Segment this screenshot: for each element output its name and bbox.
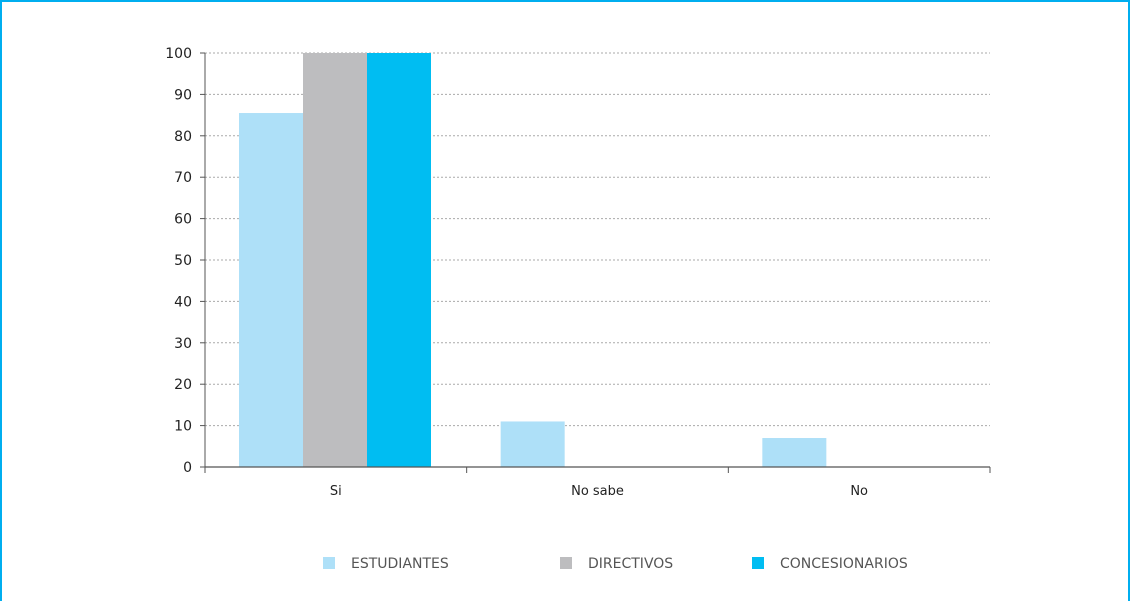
y-tick-label: 80: [174, 129, 192, 145]
x-tick-label: No sabe: [571, 484, 624, 499]
y-tick-label: 40: [174, 294, 192, 310]
bar-concesionarios-si: [367, 53, 431, 467]
bar-directivos-si: [303, 53, 367, 467]
bar-estudiantes-no-sabe: [500, 421, 565, 467]
x-tick-label: No: [850, 484, 868, 499]
bar-estudiantes-no: [762, 438, 827, 467]
legend-swatch-directivos: [560, 557, 572, 569]
bar-estudiantes-si: [239, 113, 303, 467]
y-tick-label: 60: [174, 212, 192, 228]
legend-label-estudiantes: ESTUDIANTES: [351, 556, 449, 572]
legend-label-concesionarios: CONCESIONARIOS: [780, 556, 908, 572]
y-axis: 0 10 20 30 40 50 60 70 80 90 100: [165, 46, 206, 476]
legend-swatch-estudiantes: [323, 557, 335, 569]
y-tick-label: 30: [174, 336, 192, 352]
x-axis: Si No sabe No: [204, 466, 991, 499]
legend-label-directivos: DIRECTIVOS: [588, 556, 673, 572]
y-tick-label: 10: [174, 419, 192, 435]
gridlines: [205, 52, 990, 427]
x-tick-label: Si: [330, 484, 342, 499]
y-tick-label: 100: [165, 46, 192, 62]
y-tick-label: 20: [174, 377, 192, 393]
bars: [239, 53, 827, 467]
legend-swatch-concesionarios: [752, 557, 764, 569]
y-tick-label: 0: [183, 460, 192, 476]
y-tick-label: 90: [174, 87, 192, 103]
y-tick-label: 70: [174, 170, 192, 186]
y-tick-label: 50: [174, 253, 192, 269]
legend: ESTUDIANTES DIRECTIVOS CONCESIONARIOS: [323, 556, 908, 572]
